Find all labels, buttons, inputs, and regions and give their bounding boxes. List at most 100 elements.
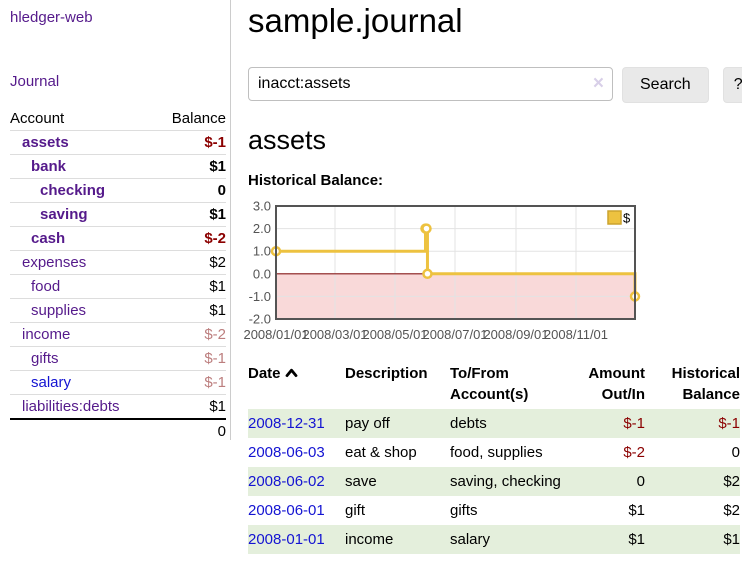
account-link[interactable]: food [31, 278, 61, 295]
main-content: sample.journal × Search ? assets Histori… [243, 0, 742, 554]
account-row: bank $1 [10, 154, 226, 179]
x-axis-tick-label: 2008/05/01 [362, 327, 427, 342]
account-row: salary $-1 [10, 370, 226, 395]
sort-ascending-icon [285, 368, 297, 377]
account-balance: $-1 [204, 374, 226, 391]
x-axis-tick-label: 2008/03/01 [302, 327, 367, 342]
transaction-accounts: saving, checking [450, 473, 561, 490]
register-header-description: Description [345, 365, 428, 382]
register-table: Date Description To/From Account(s) Amoun… [248, 361, 740, 554]
account-balance: $-1 [204, 134, 226, 151]
transaction-accounts: gifts [450, 502, 478, 519]
account-link[interactable]: assets [22, 134, 69, 151]
account-link[interactable]: income [22, 326, 71, 343]
accounts-header-balance: Balance [171, 110, 226, 127]
account-balance: $1 [209, 158, 226, 175]
account-balance: 0 [217, 182, 226, 199]
transaction-balance: $2 [723, 502, 740, 519]
account-row: income $-2 [10, 322, 226, 347]
transaction-row[interactable]: 2008-06-03 eat & shop food, supplies $-2 0 [248, 438, 740, 467]
account-heading: assets [248, 125, 327, 155]
account-link[interactable]: liabilities:debts [22, 398, 120, 415]
account-balance: $1 [209, 398, 226, 415]
account-link[interactable]: gifts [31, 350, 59, 367]
sidebar-item-journal[interactable]: Journal [10, 73, 60, 90]
account-balance: $1 [209, 302, 226, 319]
accounts-table: Account Balance assets $-1 bank $1 checking 0… [10, 107, 226, 443]
transaction-accounts: salary [450, 531, 491, 548]
y-axis-tick-label: -1.0 [249, 289, 271, 304]
transaction-balance: $2 [723, 473, 740, 490]
transaction-date-link[interactable]: 2008-06-02 [248, 473, 325, 490]
transaction-amount: $-2 [623, 444, 645, 461]
transaction-description: eat & shop [345, 444, 417, 461]
y-axis-tick-label: 2.0 [253, 221, 271, 236]
account-row: cash $-2 [10, 226, 226, 251]
accounts-total-value: 0 [217, 423, 226, 440]
transaction-date-link[interactable]: 2008-01-01 [248, 531, 325, 548]
app-brand-link[interactable]: hledger-web [10, 9, 93, 26]
account-link[interactable]: salary [31, 374, 72, 391]
account-link[interactable]: expenses [22, 254, 87, 271]
data-point [421, 223, 432, 234]
transaction-balance: $1 [723, 531, 740, 548]
account-link[interactable]: checking [40, 182, 106, 199]
historical-balance-chart: $3.0 2.0 1.0 0.0 -1.0 -2.0 2008/01/01 2008/03/0… [243, 199, 742, 348]
x-axis-tick-label: 2008/09/01 [483, 327, 548, 342]
account-link[interactable]: saving [40, 206, 88, 223]
y-axis-tick-label: 0.0 [253, 266, 271, 281]
transaction-accounts: debts [450, 415, 487, 432]
account-link[interactable]: cash [31, 230, 66, 247]
x-axis-tick-label: 2008/11/01 [544, 327, 608, 342]
transaction-date-link[interactable]: 2008-06-03 [248, 444, 325, 461]
search-input[interactable] [248, 67, 613, 101]
transaction-row[interactable]: 2008-01-01 income salary $1 $1 [248, 525, 740, 554]
sidebar: hledger-web Journal Account Balance asse… [0, 0, 231, 440]
transaction-balance: $-1 [718, 415, 740, 432]
transaction-amount: 0 [636, 473, 645, 490]
transaction-balance: 0 [731, 444, 740, 461]
account-row: assets $-1 [10, 130, 226, 155]
account-row: supplies $1 [10, 298, 226, 323]
account-balance: $2 [209, 254, 226, 271]
transaction-description: pay off [345, 415, 390, 432]
transaction-row[interactable]: 2008-06-01 gift gifts $1 $2 [248, 496, 740, 525]
account-link[interactable]: supplies [31, 302, 87, 319]
y-axis-tick-label: -2.0 [249, 312, 271, 327]
account-row: expenses $2 [10, 250, 226, 275]
data-point [422, 268, 433, 280]
account-balance: $-1 [204, 350, 226, 367]
help-button[interactable]: ? [722, 67, 742, 103]
transaction-amount: $1 [628, 502, 645, 519]
account-balance: $1 [209, 278, 226, 295]
clear-search-icon[interactable]: × [592, 73, 604, 94]
x-axis-tick-label: 2008/01/01 [243, 327, 308, 342]
y-axis-tick-label: 1.0 [253, 244, 271, 259]
transaction-date-link[interactable]: 2008-12-31 [248, 415, 325, 432]
legend-swatch [607, 210, 622, 225]
account-balance: $1 [209, 206, 226, 223]
register-header-accounts: To/From Account(s) [450, 365, 529, 403]
transaction-description: save [345, 473, 377, 490]
account-row: checking 0 [10, 178, 226, 203]
search-form: × Search ? [248, 67, 742, 103]
transaction-date-link[interactable]: 2008-06-01 [248, 502, 325, 519]
page-title: sample.journal [248, 2, 463, 39]
transaction-amount: $-1 [623, 415, 645, 432]
account-row: saving $1 [10, 202, 226, 227]
register-header-balance: Historical Balance [671, 365, 740, 403]
transaction-amount: $1 [628, 531, 645, 548]
transaction-row[interactable]: 2008-12-31 pay off debts $-1 $-1 [248, 409, 740, 438]
account-balance: $-2 [204, 326, 226, 343]
account-balance: $-2 [204, 230, 226, 247]
y-axis-tick-label: 3.0 [253, 199, 271, 214]
account-row: food $1 [10, 274, 226, 299]
x-axis-tick-label: 2008/07/01 [422, 327, 487, 342]
search-button[interactable]: Search [622, 67, 709, 103]
chart-title: Historical Balance: [248, 172, 384, 189]
transaction-description: gift [345, 502, 366, 519]
account-link[interactable]: bank [31, 158, 67, 175]
transaction-accounts: food, supplies [450, 444, 543, 461]
register-header-date[interactable]: Date [248, 361, 345, 409]
transaction-row[interactable]: 2008-06-02 save saving, checking 0 $2 [248, 467, 740, 496]
